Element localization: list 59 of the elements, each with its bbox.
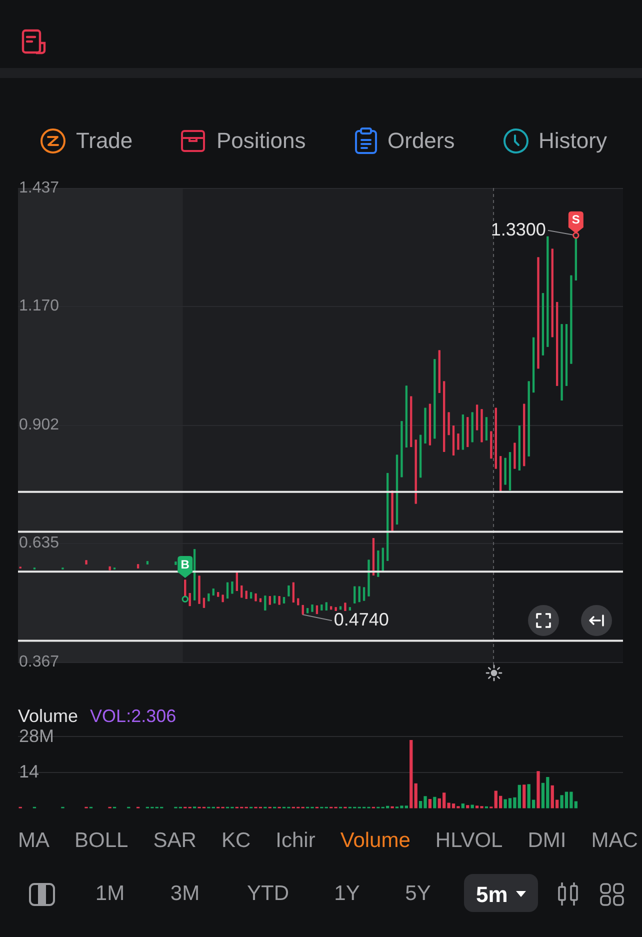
candlestick bbox=[391, 490, 394, 532]
y-tick-label: 14 bbox=[19, 761, 40, 782]
candlestick bbox=[514, 442, 516, 469]
text: Positions bbox=[216, 128, 306, 154]
annotation: S bbox=[572, 212, 580, 227]
candlestick bbox=[254, 593, 257, 602]
bar bbox=[428, 798, 432, 808]
candlestick bbox=[480, 409, 483, 442]
bar bbox=[414, 783, 418, 808]
text: Orders bbox=[388, 128, 455, 154]
candlestick bbox=[222, 594, 224, 602]
bar bbox=[522, 784, 526, 808]
y-tick-label: 0.367 bbox=[19, 653, 60, 670]
text: 5Y bbox=[405, 882, 431, 906]
candlestick bbox=[368, 560, 370, 596]
candlestick bbox=[457, 434, 460, 450]
bar bbox=[410, 740, 413, 808]
candlestick bbox=[537, 257, 540, 369]
candlestick bbox=[424, 408, 426, 444]
bar bbox=[466, 805, 470, 808]
annotation: B bbox=[180, 557, 190, 572]
annotation: 0.4740 bbox=[334, 610, 389, 630]
text: MA bbox=[18, 829, 50, 853]
text: History bbox=[538, 128, 607, 154]
text: 1Y bbox=[334, 882, 360, 906]
y-tick-label: 28M bbox=[19, 726, 54, 746]
text: SAR bbox=[153, 829, 196, 853]
text: VOL:2.306 bbox=[90, 706, 176, 726]
y-tick-label: 1.437 bbox=[19, 179, 60, 196]
bar bbox=[433, 796, 436, 808]
y-tick-label: 0.902 bbox=[19, 416, 60, 434]
text: Ichir bbox=[276, 829, 316, 853]
candlestick bbox=[344, 602, 346, 611]
annotation: 1.3300 bbox=[490, 219, 546, 240]
candlestick bbox=[174, 562, 177, 565]
text: 1M bbox=[95, 882, 125, 906]
candlestick bbox=[231, 581, 234, 594]
text: HLVOL bbox=[435, 829, 503, 853]
text: KC bbox=[221, 829, 251, 853]
candlestick bbox=[85, 560, 88, 564]
candlestick bbox=[198, 576, 200, 604]
candlestick bbox=[108, 566, 111, 570]
candlestick bbox=[334, 607, 337, 611]
text: BOLL bbox=[74, 829, 128, 853]
chart-title: Volume bbox=[18, 706, 78, 726]
text: 3M bbox=[170, 882, 200, 906]
candlestick bbox=[278, 596, 280, 605]
y-tick-label: 1.170 bbox=[19, 298, 60, 315]
text: Trade bbox=[76, 128, 133, 154]
text: YTD bbox=[247, 882, 289, 906]
text: Volume bbox=[340, 829, 410, 853]
text: DMI bbox=[528, 829, 566, 853]
bar bbox=[461, 804, 464, 808]
y-tick-label: 0.635 bbox=[19, 534, 60, 552]
text: MAC bbox=[591, 829, 638, 853]
bar bbox=[536, 771, 540, 808]
dropdown-button: 5m bbox=[464, 874, 538, 912]
candlestick bbox=[448, 412, 450, 436]
candlestick bbox=[311, 604, 314, 612]
